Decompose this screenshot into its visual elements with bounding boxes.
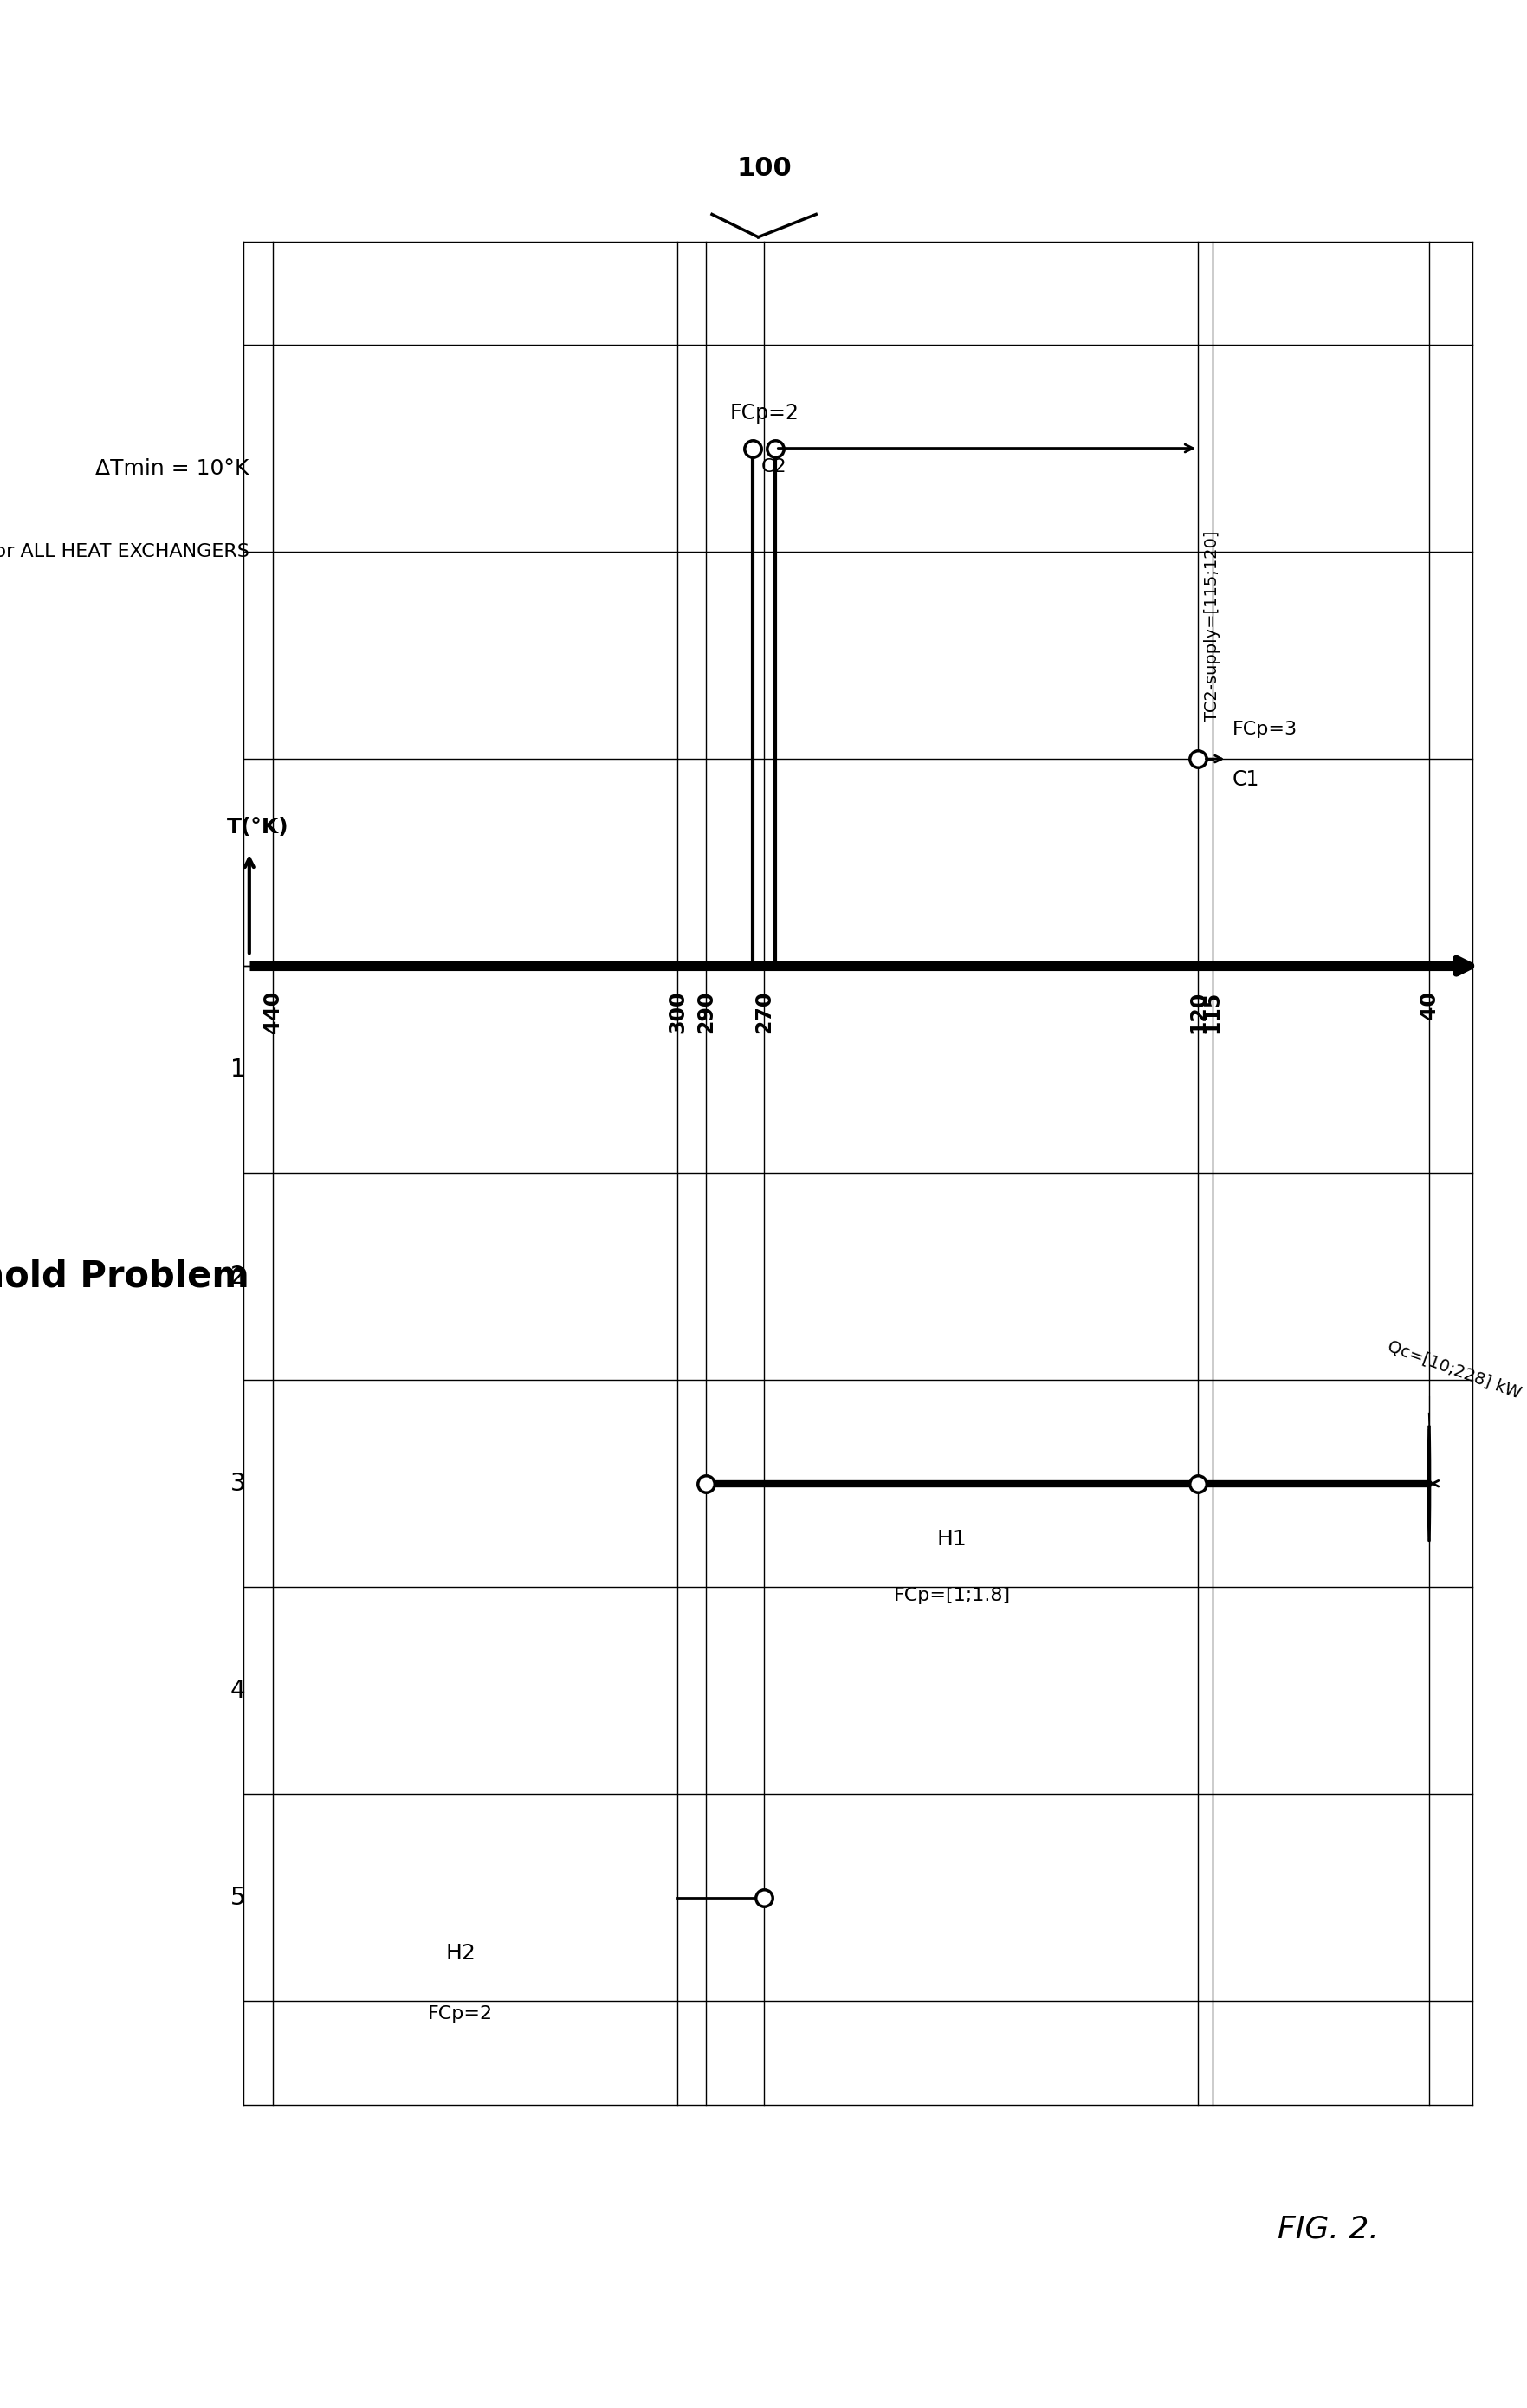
Text: 115: 115 — [1202, 990, 1223, 1033]
Text: 5: 5 — [231, 1885, 246, 1910]
Text: 290: 290 — [696, 990, 716, 1033]
Text: H2: H2 — [446, 1943, 475, 1965]
Text: U= 0.1 For ALL HEAT EXCHANGERS: U= 0.1 For ALL HEAT EXCHANGERS — [0, 544, 249, 561]
Text: FCp=3: FCp=3 — [1232, 720, 1298, 739]
Text: 2: 2 — [231, 1264, 246, 1288]
Text: Threshold Problem: Threshold Problem — [0, 1259, 249, 1296]
Text: C2: C2 — [762, 458, 786, 477]
Text: 440: 440 — [263, 990, 282, 1033]
Text: 3: 3 — [231, 1471, 246, 1495]
Text: 300: 300 — [667, 990, 687, 1033]
Text: FCp=2: FCp=2 — [428, 2006, 493, 2023]
Text: 40: 40 — [1419, 990, 1440, 1019]
Text: TC2-supply=[115;120]: TC2-supply=[115;120] — [1203, 530, 1220, 722]
Text: 100: 100 — [736, 157, 791, 181]
Text: T(°K): T(°K) — [228, 816, 289, 838]
Text: FCp=[1;1.8]: FCp=[1;1.8] — [893, 1587, 1011, 1604]
Text: FIG. 2.: FIG. 2. — [1277, 2213, 1379, 2244]
Text: C1: C1 — [1232, 768, 1260, 790]
Circle shape — [1428, 1426, 1429, 1541]
Text: FCp=2: FCp=2 — [730, 402, 799, 424]
Text: 1: 1 — [231, 1057, 246, 1081]
Text: 4: 4 — [231, 1678, 246, 1702]
Text: ΔTmin = 10°K: ΔTmin = 10°K — [96, 458, 249, 479]
Text: 120: 120 — [1188, 990, 1208, 1033]
Text: 270: 270 — [754, 990, 774, 1033]
Text: Qc=[10;228] kW: Qc=[10;228] kW — [1387, 1339, 1524, 1401]
Text: H1: H1 — [938, 1529, 967, 1551]
